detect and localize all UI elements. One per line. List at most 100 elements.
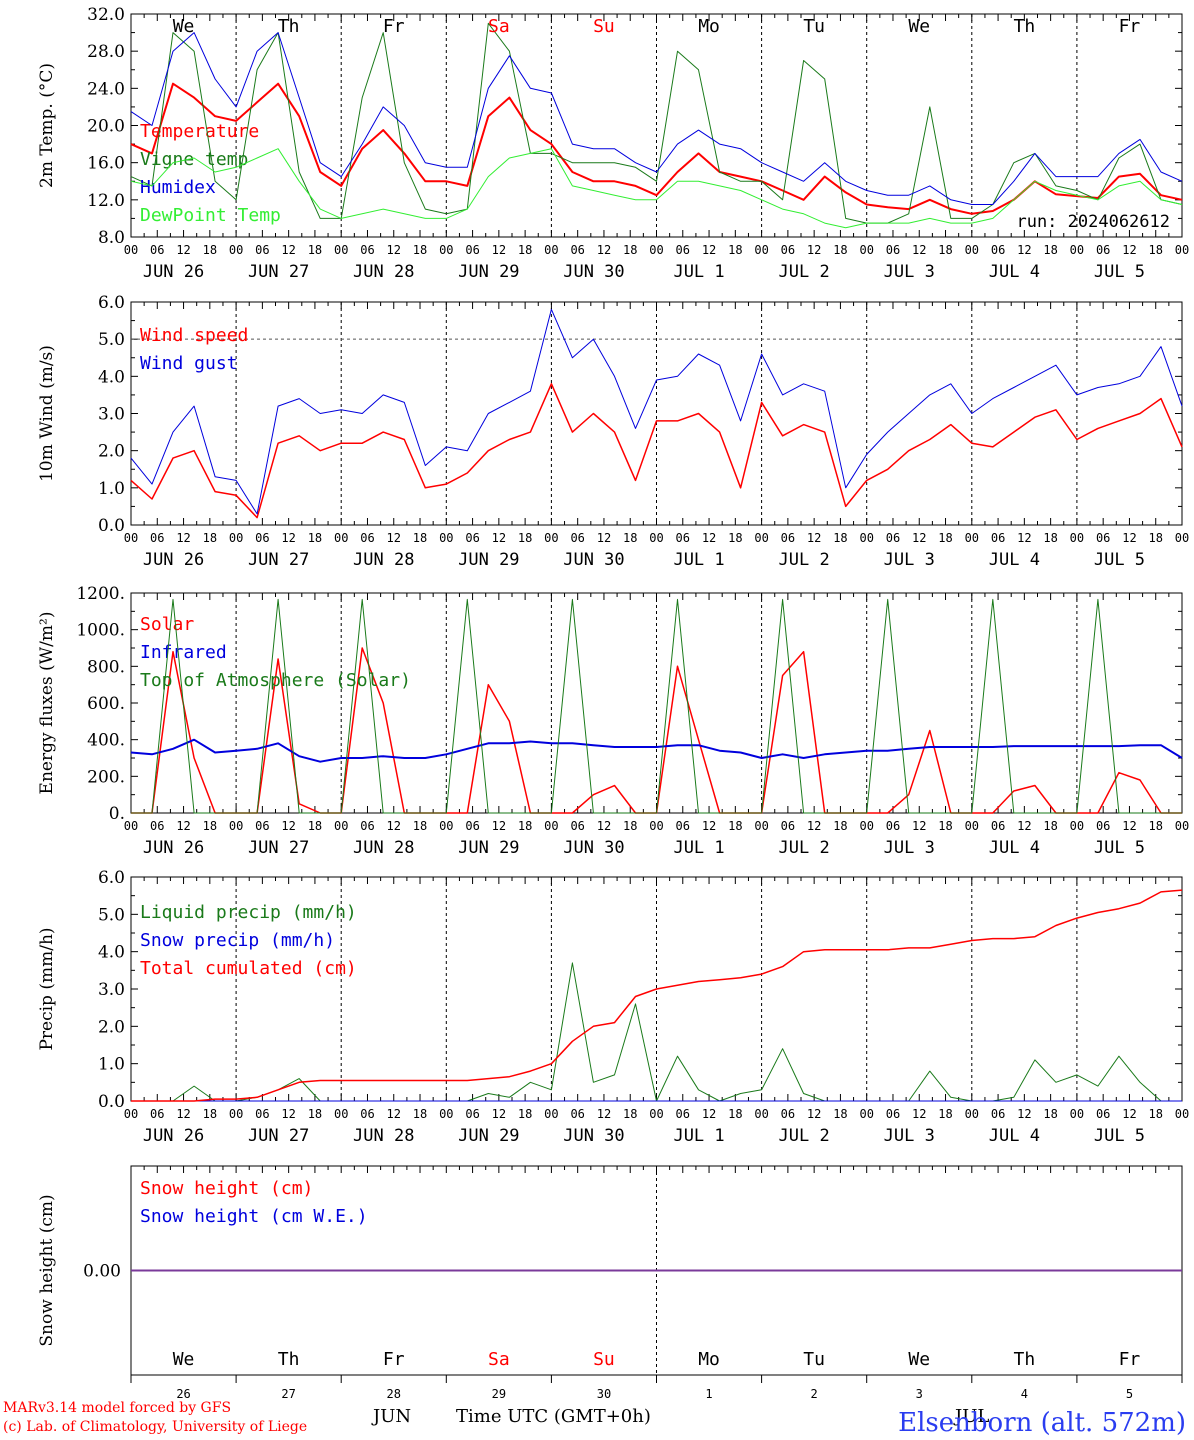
day-of-week-label: We bbox=[908, 16, 930, 37]
x-date-label: JUN 30 bbox=[563, 1126, 624, 1146]
x-hour-label: 00 bbox=[439, 819, 453, 833]
x-hour-label: 00 bbox=[334, 531, 348, 545]
x-hour-label: 18 bbox=[1043, 243, 1057, 257]
x-hour-label: 00 bbox=[229, 819, 243, 833]
x-hour-label: 18 bbox=[1043, 531, 1057, 545]
x-axis-title: Time UTC (GMT+0h) bbox=[456, 1406, 651, 1427]
x-hour-label: 00 bbox=[754, 1107, 768, 1121]
x-hour-label: 18 bbox=[833, 531, 847, 545]
x-hour-label: 06 bbox=[991, 819, 1005, 833]
x-hour-label: 12 bbox=[387, 531, 401, 545]
day-of-week-label: Mo bbox=[698, 16, 720, 37]
legend-entry: Total cumulated (cm) bbox=[140, 958, 357, 979]
x-hour-label: 00 bbox=[544, 531, 558, 545]
day-of-week-label: Th bbox=[1014, 1349, 1036, 1370]
y-tick-label: 4.0 bbox=[98, 943, 125, 963]
x-hour-label: 06 bbox=[465, 819, 479, 833]
y-tick-label: 400. bbox=[87, 731, 125, 751]
x-hour-label: 06 bbox=[1096, 819, 1110, 833]
station-name: Elsenborn (alt. 572m) bbox=[898, 1408, 1186, 1438]
x-date-label: JUL 5 bbox=[1094, 550, 1145, 570]
x-hour-label: 06 bbox=[886, 819, 900, 833]
x-hour-label: 06 bbox=[465, 1107, 479, 1121]
x-hour-label: 00 bbox=[124, 243, 138, 257]
x-date-label: JUN 28 bbox=[353, 838, 414, 858]
x-hour-label: 12 bbox=[492, 243, 506, 257]
day-of-week-label: Sa bbox=[488, 16, 510, 37]
x-hour-label: 06 bbox=[150, 819, 164, 833]
x-hour-label: 06 bbox=[570, 819, 584, 833]
x-hour-label: 18 bbox=[728, 243, 742, 257]
day-of-week-label: Fr bbox=[383, 1349, 405, 1370]
plot-frame bbox=[130, 301, 1183, 526]
plot-frame bbox=[130, 13, 1183, 238]
series-line-vigne-temp bbox=[130, 22, 1183, 224]
y-tick-label: 2.0 bbox=[98, 442, 125, 462]
x-date-label: JUN 26 bbox=[143, 838, 204, 858]
legend-entry: Vigne temp bbox=[140, 149, 248, 170]
x-hour-label: 18 bbox=[413, 531, 427, 545]
day-number-label: 3 bbox=[916, 1387, 923, 1401]
x-date-label: JUL 4 bbox=[989, 838, 1040, 858]
x-hour-label: 06 bbox=[886, 1107, 900, 1121]
x-hour-label: 12 bbox=[1017, 531, 1031, 545]
x-date-label: JUL 3 bbox=[884, 838, 935, 858]
y-tick-label: 32.0 bbox=[87, 5, 125, 25]
x-hour-label: 12 bbox=[597, 531, 611, 545]
x-hour-label: 12 bbox=[1122, 531, 1136, 545]
x-hour-label: 00 bbox=[1070, 531, 1084, 545]
series-line-liquid-precip-mm-h bbox=[131, 962, 1182, 1102]
x-hour-label: 00 bbox=[544, 243, 558, 257]
x-date-label: JUN 26 bbox=[143, 262, 204, 282]
legend-entry: Temperature bbox=[140, 121, 259, 142]
y-tick-label: 12.0 bbox=[87, 191, 125, 211]
x-hour-label: 18 bbox=[1148, 1107, 1162, 1121]
x-hour-label: 00 bbox=[229, 531, 243, 545]
x-hour-label: 00 bbox=[124, 819, 138, 833]
day-number-label: 5 bbox=[1126, 1387, 1133, 1401]
x-hour-label: 00 bbox=[1175, 1107, 1189, 1121]
x-date-label: JUL 5 bbox=[1094, 1126, 1145, 1146]
x-hour-label: 12 bbox=[176, 819, 190, 833]
x-hour-label: 12 bbox=[176, 531, 190, 545]
x-hour-label: 00 bbox=[1070, 819, 1084, 833]
x-hour-label: 12 bbox=[807, 819, 821, 833]
x-hour-label: 06 bbox=[1096, 531, 1110, 545]
x-hour-label: 06 bbox=[991, 531, 1005, 545]
y-tick-label: 1200. bbox=[76, 584, 125, 604]
day-number-label: 2 bbox=[811, 1387, 818, 1401]
x-date-label: JUN 26 bbox=[143, 1126, 204, 1146]
x-date-label: JUL 2 bbox=[779, 838, 830, 858]
x-date-label: JUL 4 bbox=[989, 550, 1040, 570]
day-of-week-label: We bbox=[908, 1349, 930, 1370]
legend-entry: Wind gust bbox=[140, 353, 238, 374]
x-date-label: JUN 30 bbox=[563, 262, 624, 282]
x-hour-label: 06 bbox=[465, 243, 479, 257]
day-number-label: 4 bbox=[1021, 1387, 1028, 1401]
x-hour-label: 06 bbox=[676, 1107, 690, 1121]
x-hour-label: 12 bbox=[597, 819, 611, 833]
y-tick-label: 24.0 bbox=[87, 79, 125, 99]
x-hour-label: 12 bbox=[492, 1107, 506, 1121]
x-hour-label: 00 bbox=[439, 243, 453, 257]
x-hour-label: 12 bbox=[176, 1107, 190, 1121]
x-date-label: JUN 28 bbox=[353, 550, 414, 570]
x-hour-label: 18 bbox=[203, 819, 217, 833]
month-label-jun: JUN bbox=[373, 1406, 412, 1427]
x-hour-label: 18 bbox=[623, 243, 637, 257]
x-hour-label: 18 bbox=[308, 1107, 322, 1121]
x-hour-label: 00 bbox=[754, 243, 768, 257]
x-date-label: JUN 29 bbox=[458, 1126, 519, 1146]
x-hour-label: 00 bbox=[334, 1107, 348, 1121]
x-date-label: JUN 27 bbox=[248, 1126, 309, 1146]
x-date-label: JUN 26 bbox=[143, 550, 204, 570]
x-date-label: JUN 29 bbox=[458, 550, 519, 570]
y-axis-title: Precip (mm/h) bbox=[37, 927, 57, 1050]
day-of-week-label: Fr bbox=[383, 16, 405, 37]
x-hour-label: 06 bbox=[570, 243, 584, 257]
x-date-label: JUN 30 bbox=[563, 838, 624, 858]
x-hour-label: 00 bbox=[649, 819, 663, 833]
x-hour-label: 12 bbox=[281, 1107, 295, 1121]
x-hour-label: 00 bbox=[965, 243, 979, 257]
